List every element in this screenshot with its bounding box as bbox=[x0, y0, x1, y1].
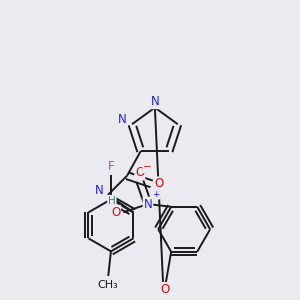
Text: CH₃: CH₃ bbox=[98, 280, 118, 290]
Text: +: + bbox=[152, 190, 160, 199]
Text: N: N bbox=[118, 113, 127, 126]
Text: O: O bbox=[155, 177, 164, 190]
Text: O: O bbox=[111, 206, 120, 219]
Text: N: N bbox=[144, 197, 152, 211]
Text: −: − bbox=[143, 162, 152, 172]
Text: H: H bbox=[108, 196, 116, 206]
Text: O: O bbox=[135, 167, 144, 179]
Text: F: F bbox=[108, 160, 114, 173]
Text: N: N bbox=[95, 184, 104, 197]
Text: N: N bbox=[151, 95, 159, 108]
Text: O: O bbox=[160, 283, 169, 296]
